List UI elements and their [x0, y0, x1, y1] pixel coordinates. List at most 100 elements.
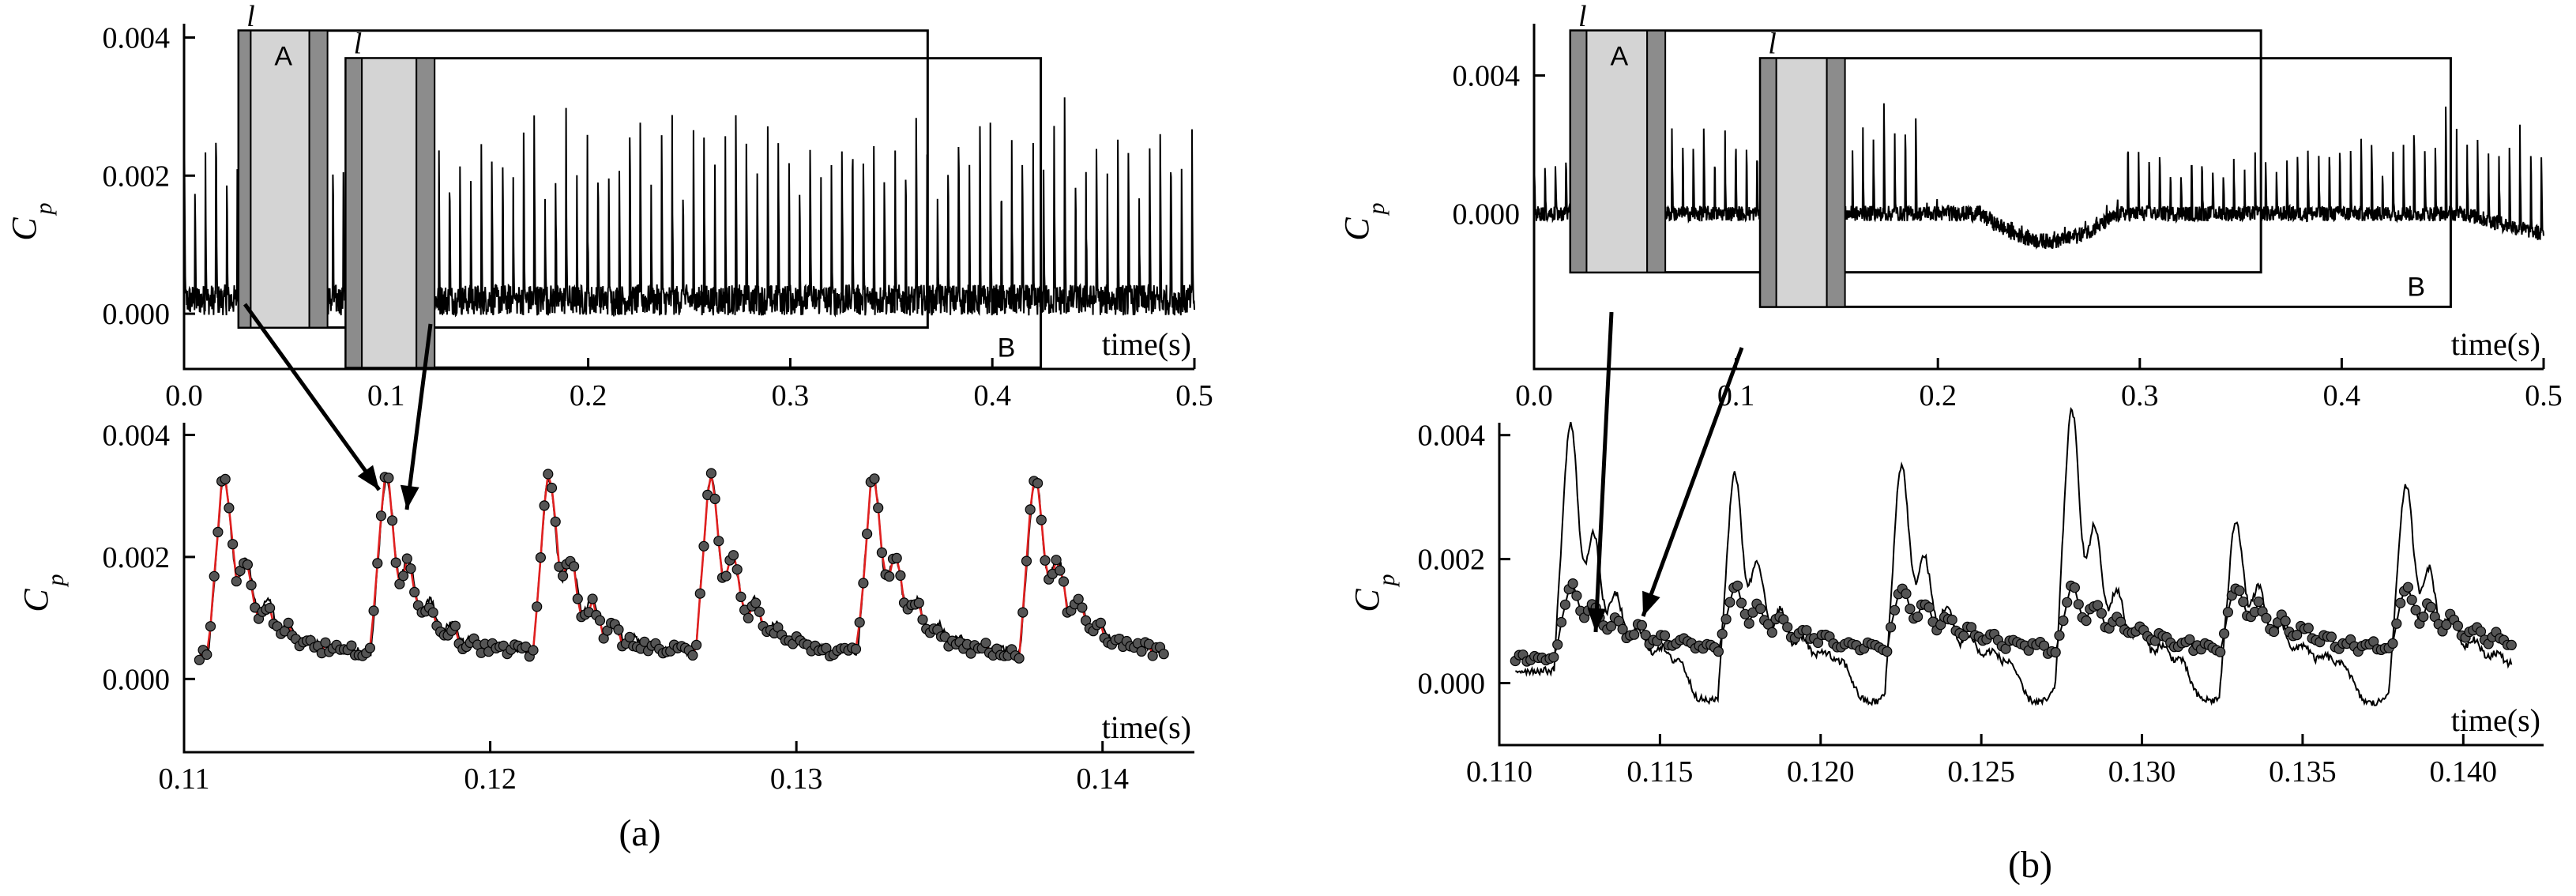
data-point — [2402, 582, 2413, 593]
data-point — [2073, 599, 2084, 610]
data-point — [231, 576, 242, 587]
window-l-label: l — [1578, 0, 1587, 33]
data-point — [1021, 555, 1032, 567]
x-tick-label: 0.3 — [2121, 379, 2159, 412]
data-point — [2054, 630, 2065, 641]
data-point — [1743, 618, 1754, 629]
data-point — [2238, 597, 2249, 608]
caption-b: (b) — [2008, 844, 2052, 886]
zoom-arrow — [1641, 347, 1744, 617]
x-axis-label: time(s) — [2451, 326, 2540, 362]
data-point — [1548, 652, 1559, 663]
data-point — [687, 649, 698, 661]
data-point — [246, 579, 257, 591]
data-point — [2406, 594, 2417, 605]
data-point — [2292, 629, 2303, 641]
data-point — [372, 558, 383, 569]
data-point — [383, 472, 394, 484]
data-point — [2222, 607, 2233, 618]
data-point — [690, 639, 702, 650]
data-point — [1058, 576, 1070, 587]
data-point — [550, 516, 561, 527]
data-point — [2441, 619, 2452, 631]
y-axis-label-subscript: p — [43, 574, 69, 588]
data-point — [713, 536, 724, 547]
x-tick-label: 0.14 — [1076, 762, 1129, 796]
data-point — [2387, 638, 2398, 649]
data-point — [1136, 646, 1147, 657]
data-point — [2418, 611, 2429, 623]
data-point — [1013, 653, 1025, 664]
data-point — [212, 526, 224, 538]
data-point — [265, 602, 276, 614]
window-right-edge — [1826, 57, 1846, 308]
data-point — [532, 601, 543, 612]
data-point — [1032, 477, 1044, 489]
data-point — [242, 559, 253, 570]
window-right-edge — [308, 29, 329, 329]
data-point — [2050, 646, 2061, 658]
data-point — [1889, 604, 1901, 616]
x-tick-label: 0.120 — [1787, 755, 1855, 789]
zoom-arrow — [243, 303, 382, 491]
data-point — [1882, 646, 1893, 657]
data-point — [705, 468, 717, 479]
x-tick-label: 0.140 — [2430, 755, 2498, 789]
y-tick-label: 0.002 — [103, 541, 171, 574]
data-point — [754, 606, 765, 617]
x-tick-label: 0.4 — [2323, 379, 2361, 412]
data-point — [572, 593, 583, 604]
window-shaded-region — [1775, 57, 1828, 308]
data-point — [1717, 628, 1728, 639]
data-point — [1552, 639, 1563, 650]
data-point — [1736, 597, 1747, 608]
y-axis-label: C — [1337, 217, 1376, 241]
y-tick-label: 0.000 — [103, 298, 171, 331]
data-point — [387, 515, 398, 526]
y-tick-label: 0.000 — [1418, 668, 1486, 701]
data-point — [2184, 634, 2195, 645]
y-tick-label: 0.004 — [103, 419, 171, 452]
zoom-arrows — [243, 303, 1744, 633]
y-axis-label: C — [17, 589, 55, 612]
window-b-label: B — [998, 333, 1016, 363]
y-tick-label: 0.002 — [103, 160, 171, 193]
data-point — [1617, 623, 1628, 634]
data-point — [224, 503, 235, 514]
window-left-edge — [1759, 57, 1777, 308]
data-point — [2269, 626, 2280, 638]
data-point — [364, 642, 375, 653]
data-point — [980, 638, 991, 649]
data-point — [2391, 618, 2402, 629]
x-tick-label: 0.130 — [2108, 755, 2176, 789]
data-point — [735, 591, 746, 603]
data-point — [1640, 630, 1651, 641]
data-point — [1801, 625, 1812, 636]
data-point — [539, 500, 550, 511]
data-point — [2234, 585, 2245, 597]
data-point — [1766, 627, 1777, 638]
data-point — [1036, 514, 1047, 525]
caption-a: (a) — [619, 812, 660, 854]
data-point — [750, 597, 762, 608]
axes-frame — [182, 423, 1194, 754]
data-point — [557, 570, 569, 582]
data-point — [1901, 588, 1912, 600]
data-point — [1629, 629, 1640, 640]
data-point — [2261, 612, 2272, 623]
data-point — [1905, 603, 1916, 615]
window-l-label: l — [246, 0, 255, 33]
data-point — [409, 586, 420, 598]
data-point — [895, 570, 906, 582]
data-point — [320, 637, 331, 648]
data-point — [709, 493, 720, 505]
y-axis-label-subscript: p — [1374, 574, 1400, 588]
data-point — [1567, 578, 1578, 589]
data-point — [1040, 555, 1051, 566]
data-point — [1912, 611, 1924, 623]
data-point — [2081, 615, 2092, 627]
data-point — [1924, 601, 1935, 613]
cp-series-line — [1533, 103, 2544, 250]
y-tick-label: 0.004 — [1453, 60, 1521, 93]
window-a-label: A — [274, 42, 292, 72]
